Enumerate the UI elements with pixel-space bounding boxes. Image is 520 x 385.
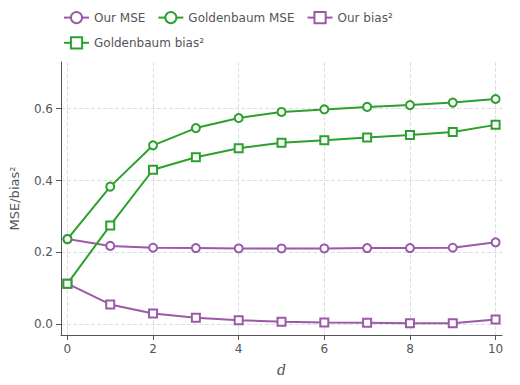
svg-text:Goldenbaum MSE: Goldenbaum MSE xyxy=(188,11,294,25)
svg-text:10: 10 xyxy=(488,342,503,356)
svg-text:Goldenbaum bias²: Goldenbaum bias² xyxy=(94,36,204,50)
svg-text:Our bias²: Our bias² xyxy=(338,11,393,25)
svg-text:0.6: 0.6 xyxy=(34,102,53,116)
svg-text:Our MSE: Our MSE xyxy=(94,11,145,25)
svg-text:4: 4 xyxy=(235,342,243,356)
svg-text:6: 6 xyxy=(320,342,328,356)
svg-text:0: 0 xyxy=(64,342,72,356)
svg-text:0.0: 0.0 xyxy=(34,317,53,331)
svg-text:MSE/bias²: MSE/bias² xyxy=(7,167,22,231)
svg-text:8: 8 xyxy=(406,342,414,356)
svg-text:0.4: 0.4 xyxy=(34,174,53,188)
svg-text:d: d xyxy=(277,362,286,378)
svg-text:2: 2 xyxy=(149,342,157,356)
svg-text:0.2: 0.2 xyxy=(34,245,53,259)
